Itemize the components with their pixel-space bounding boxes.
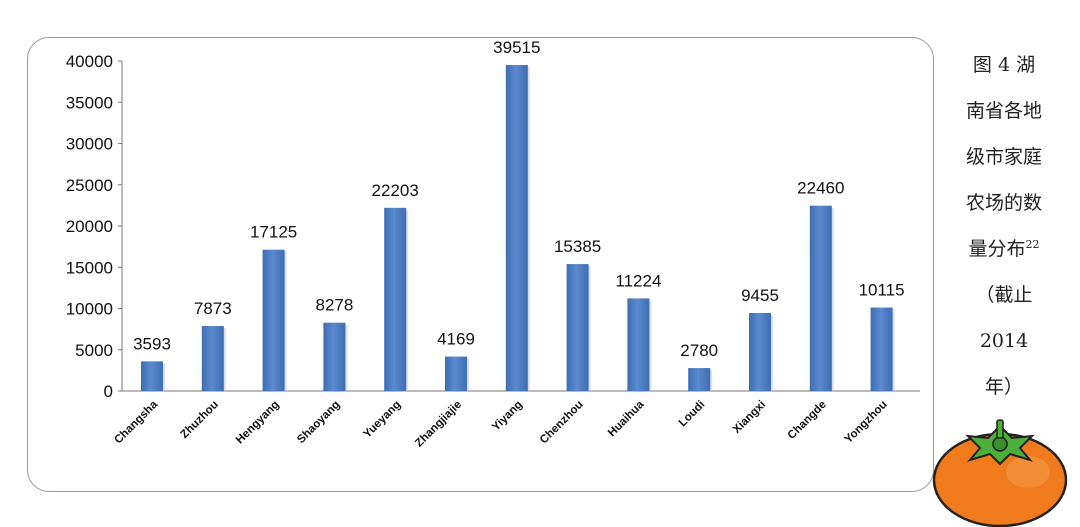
y-tick-label: 20000 [66, 217, 113, 236]
caption-line: 图 4 湖 [972, 54, 1036, 76]
caption-line: 2014 [979, 330, 1029, 352]
data-label: 4169 [437, 330, 475, 349]
x-tick-label: Xiangxi [731, 399, 768, 436]
data-label: 8278 [315, 296, 353, 315]
caption-line: 量分布 [968, 238, 1026, 260]
caption-line: 南省各地 [965, 100, 1042, 122]
bar [749, 312, 771, 391]
caption-line-with-footnote: 量分布22 [944, 226, 1064, 272]
bar [262, 249, 285, 391]
data-label: 22460 [797, 179, 844, 198]
y-tick-label: 40000 [66, 52, 113, 71]
data-label: 3593 [133, 334, 171, 353]
bar [505, 65, 528, 391]
bar [566, 264, 589, 391]
x-tick-label: Chenzhou [538, 399, 586, 447]
x-tick-label: Zhuzhou [179, 399, 221, 441]
data-label: 2780 [680, 341, 718, 360]
figure-caption: 图 4 湖 南省各地 级市家庭 农场的数 量分布22 （截止 2014 年） [944, 42, 1064, 410]
labels: 0 5000 10000 15000 20000 25000 30000 35000 40000… [66, 38, 905, 450]
y-tick-label: 30000 [66, 135, 113, 154]
bar [323, 322, 346, 391]
x-tick-label: Yiyang [490, 399, 525, 434]
x-tick-label: Hengyang [234, 399, 282, 447]
x-tick-label: Yongzhou [843, 399, 890, 446]
caption-line: （截止 [975, 284, 1033, 306]
x-tick-label: Huaihua [606, 398, 647, 439]
caption-line: 级市家庭 [965, 146, 1042, 168]
x-tick-label: Shaoyang [295, 399, 342, 446]
bar [627, 298, 650, 391]
x-tick-label: Yueyang [361, 399, 403, 441]
data-label: 7873 [194, 299, 232, 318]
y-tick-label: 15000 [66, 258, 113, 277]
data-label: 10115 [859, 281, 905, 300]
bar [688, 368, 711, 391]
y-tick-label: 0 [104, 382, 113, 401]
data-label: 15385 [554, 237, 601, 256]
y-tick-label: 5000 [75, 341, 113, 360]
bar [445, 356, 467, 391]
x-tick-label: Loudi [677, 399, 708, 430]
data-label: 22203 [372, 181, 419, 200]
caption-line: 农场的数 [965, 192, 1042, 214]
data-label: 39515 [493, 38, 540, 57]
bar [809, 205, 832, 391]
y-tick-label: 10000 [66, 300, 113, 319]
x-tick-label: Changsha [112, 398, 160, 446]
x-tick-label: Zhangjiajie [413, 399, 464, 450]
x-tick-label: Changde [786, 399, 829, 442]
bar [141, 361, 163, 391]
data-label: 9455 [741, 286, 779, 305]
bar [870, 307, 893, 391]
bar-chart: 0 5000 10000 15000 20000 25000 30000 35000 40000… [66, 38, 920, 450]
bar [384, 207, 407, 391]
y-tick-label: 25000 [66, 176, 113, 195]
data-label: 17125 [250, 223, 297, 242]
bars [141, 65, 895, 391]
caption-line: 年） [984, 376, 1023, 398]
bar [201, 326, 224, 391]
data-label: 11224 [615, 271, 661, 290]
chart-frame [27, 37, 934, 492]
footnote-marker: 22 [1025, 238, 1040, 251]
y-tick-label: 35000 [66, 93, 113, 112]
persimmon-icon [932, 419, 1068, 527]
